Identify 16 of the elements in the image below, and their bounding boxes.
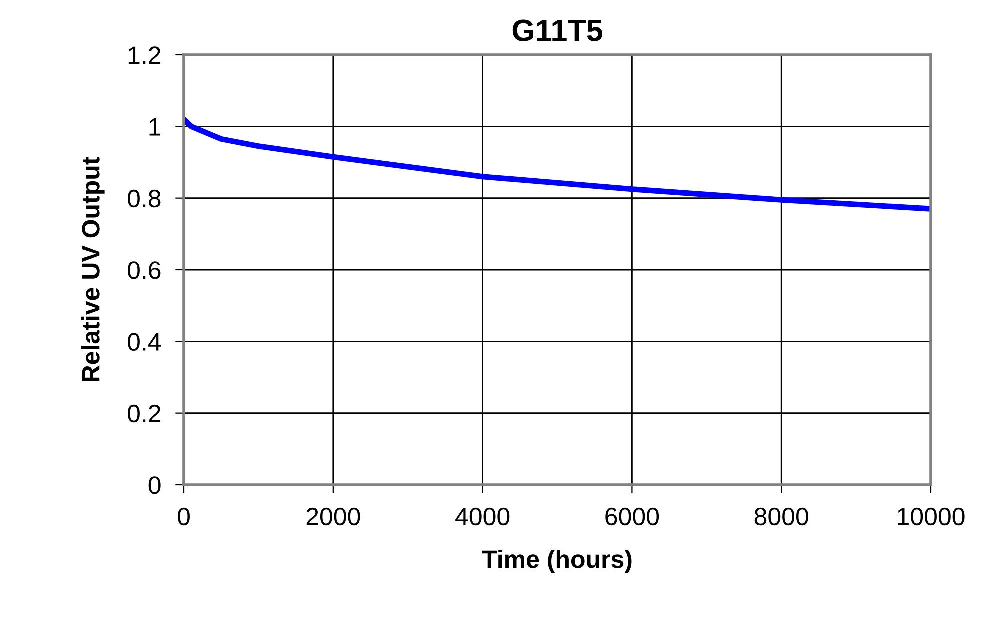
y-tick-label: 1.2 (128, 46, 161, 64)
y-tick-label: 0 (148, 476, 161, 494)
y-tick-label: 0.6 (128, 262, 161, 280)
x-axis-title: Time (hours) (482, 550, 632, 574)
y-axis-title: Relative UV Output (82, 157, 105, 382)
x-tick-label: 0 (178, 508, 190, 526)
y-tick-label: 0.2 (128, 404, 161, 423)
x-tick-label: 8000 (754, 508, 808, 526)
y-tick-label: 1 (150, 118, 161, 136)
y-tick-label: 0.4 (128, 333, 162, 351)
x-tick-label: 10000 (898, 508, 965, 526)
x-tick-label: 4000 (456, 508, 510, 526)
chart-title: G11T5 (512, 20, 603, 42)
x-tick-label: 2000 (306, 508, 360, 526)
y-tick-label: 0.8 (128, 190, 161, 208)
x-tick-label: 6000 (606, 508, 660, 526)
